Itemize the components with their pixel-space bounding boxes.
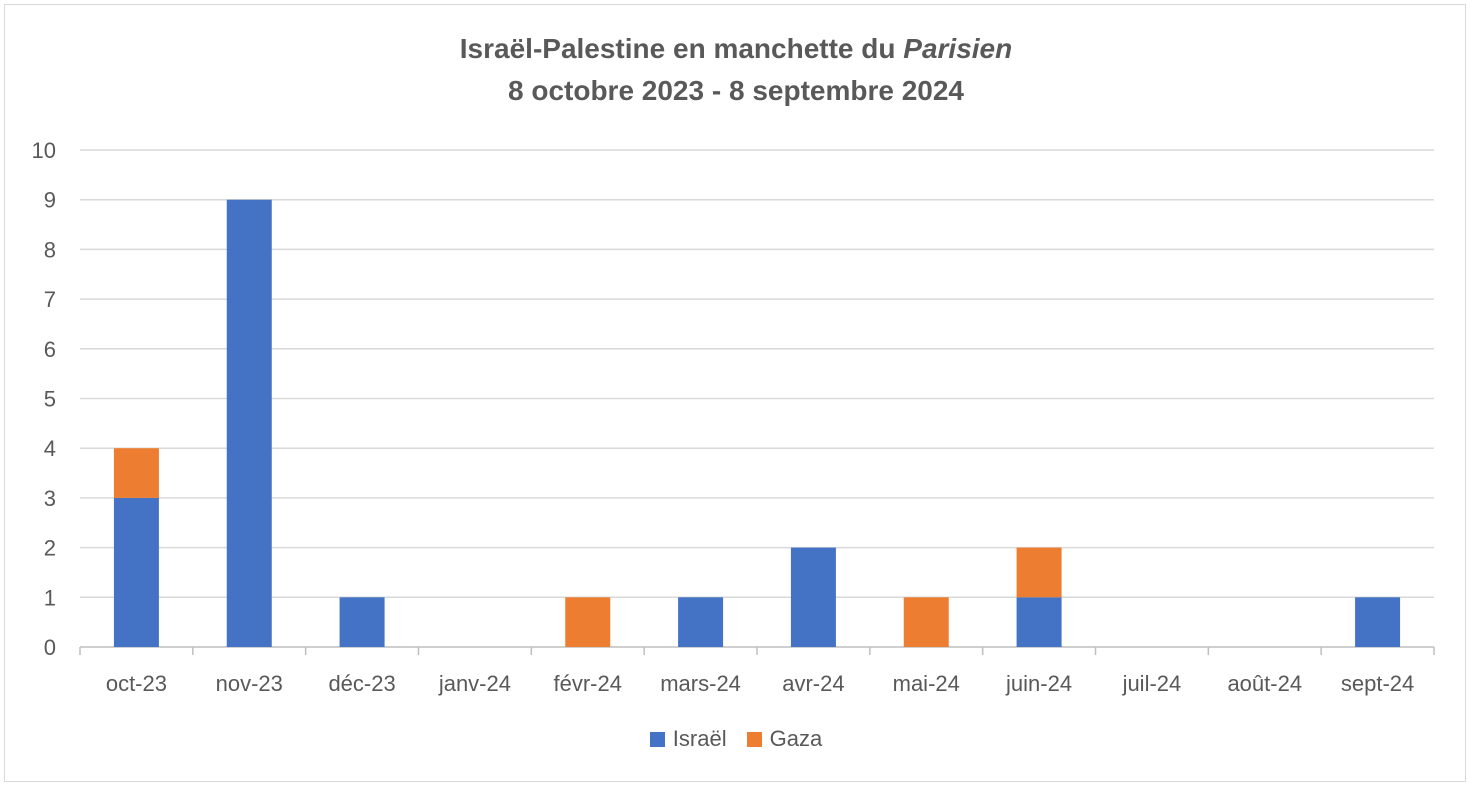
y-tick-label: 8 <box>44 237 56 262</box>
y-tick-label: 9 <box>44 188 56 213</box>
bar-gaza-juin-24 <box>1016 547 1062 598</box>
bar-israël-nov-23 <box>226 199 272 647</box>
bar-israël-sept-24 <box>1355 597 1401 647</box>
y-tick-label: 1 <box>44 585 56 610</box>
y-tick-label: 6 <box>44 337 56 362</box>
title-prefix: Israël-Palestine en manchette du <box>459 33 904 64</box>
x-tick-label: sept-24 <box>1341 671 1414 696</box>
legend-swatch-gaza <box>746 731 762 747</box>
chart-title: Israël-Palestine en manchette du Parisie… <box>0 28 1472 112</box>
bar-israël-mars-24 <box>678 597 724 647</box>
x-tick-label: avr-24 <box>782 671 844 696</box>
y-tick-label: 3 <box>44 486 56 511</box>
chart-title-line2: 8 octobre 2023 - 8 septembre 2024 <box>507 75 964 106</box>
bar-israël-déc-23 <box>339 597 385 647</box>
legend-swatch-israel <box>649 731 665 747</box>
y-tick-label: 0 <box>44 635 56 660</box>
bar-gaza-mai-24 <box>903 597 949 647</box>
x-tick-label: févr-24 <box>554 671 622 696</box>
x-tick-label: mars-24 <box>660 671 741 696</box>
legend-label-gaza: Gaza <box>769 726 823 751</box>
bar-israël-juin-24 <box>1016 597 1062 647</box>
title-italic: Parisien <box>903 33 1013 64</box>
x-tick-label: juil-24 <box>1122 671 1182 696</box>
bar-israël-avr-24 <box>790 547 836 647</box>
x-tick-label: déc-23 <box>328 671 395 696</box>
x-tick-label: juin-24 <box>1005 671 1072 696</box>
y-tick-label: 7 <box>44 287 56 312</box>
y-tick-label: 4 <box>44 436 56 461</box>
y-tick-label: 10 <box>32 138 56 163</box>
legend-item-gaza: Gaza <box>746 726 823 752</box>
y-tick-label: 2 <box>44 536 56 561</box>
bar-gaza-oct-23 <box>113 448 159 498</box>
legend-label-israel: Israël <box>672 726 727 751</box>
y-tick-label: 5 <box>44 387 56 412</box>
chart-title-line1: Israël-Palestine en manchette du Parisie… <box>0 28 1472 70</box>
x-tick-label: août-24 <box>1227 671 1302 696</box>
bar-israël-oct-23 <box>113 497 159 647</box>
x-tick-label: nov-23 <box>216 671 283 696</box>
x-tick-label: mai-24 <box>893 671 960 696</box>
x-tick-label: janv-24 <box>438 671 511 696</box>
legend-item-israel: Israël <box>649 726 727 752</box>
x-tick-label: oct-23 <box>106 671 167 696</box>
legend: Israël Gaza <box>0 726 1472 752</box>
bar-gaza-févr-24 <box>565 597 611 647</box>
